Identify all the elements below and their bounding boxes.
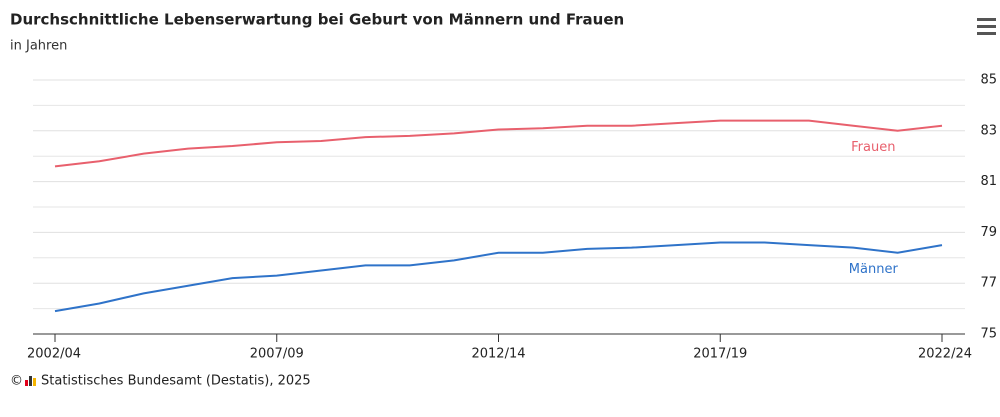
y-tick-label: 79 xyxy=(980,225,997,240)
y-tick-label: 81 xyxy=(980,174,997,189)
source-logo xyxy=(25,376,36,386)
series-line xyxy=(54,119,943,168)
x-tick-label: 2007/09 xyxy=(250,347,304,362)
menu-button[interactable] xyxy=(977,18,996,35)
chart-title: Durchschnittliche Lebenserwartung bei Ge… xyxy=(10,11,624,29)
y-tick-label: 75 xyxy=(980,327,997,342)
y-tick-label: 83 xyxy=(980,123,997,138)
x-tick-label: 2002/04 xyxy=(27,347,81,362)
series-line xyxy=(54,241,943,313)
y-tick-label: 85 xyxy=(980,73,997,88)
y-tick-label: 77 xyxy=(980,276,997,291)
menu-bar xyxy=(977,18,996,21)
logo-bar xyxy=(33,378,36,386)
copyright: © xyxy=(10,374,23,389)
series-label: Männer xyxy=(849,262,899,277)
x-tick-label: 2022/24 xyxy=(918,347,972,362)
logo-bar xyxy=(29,376,32,386)
chart-subtitle: in Jahren xyxy=(10,39,67,54)
logo-bar xyxy=(25,380,28,386)
source: Statistisches Bundesamt (Destatis), 2025 xyxy=(41,374,311,389)
menu-bar xyxy=(977,25,996,28)
series-label: Frauen xyxy=(851,140,895,155)
x-tick-label: 2012/14 xyxy=(471,347,525,362)
x-tick-label: 2017/19 xyxy=(693,347,747,362)
menu-bar xyxy=(977,32,996,35)
